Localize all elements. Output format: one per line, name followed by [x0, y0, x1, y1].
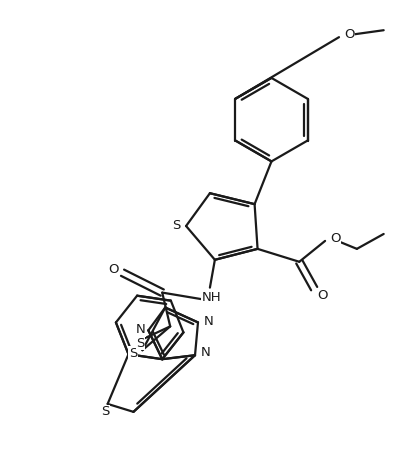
Text: O: O	[344, 28, 355, 41]
Text: O: O	[317, 289, 328, 302]
Text: N: N	[204, 315, 214, 328]
Text: N: N	[201, 346, 211, 359]
Text: O: O	[108, 263, 119, 276]
Text: N: N	[136, 323, 145, 336]
Text: O: O	[330, 232, 340, 246]
Text: S: S	[172, 218, 180, 232]
Text: NH: NH	[202, 291, 222, 304]
Text: S: S	[136, 337, 145, 350]
Text: S: S	[129, 347, 138, 360]
Text: S: S	[102, 405, 110, 419]
